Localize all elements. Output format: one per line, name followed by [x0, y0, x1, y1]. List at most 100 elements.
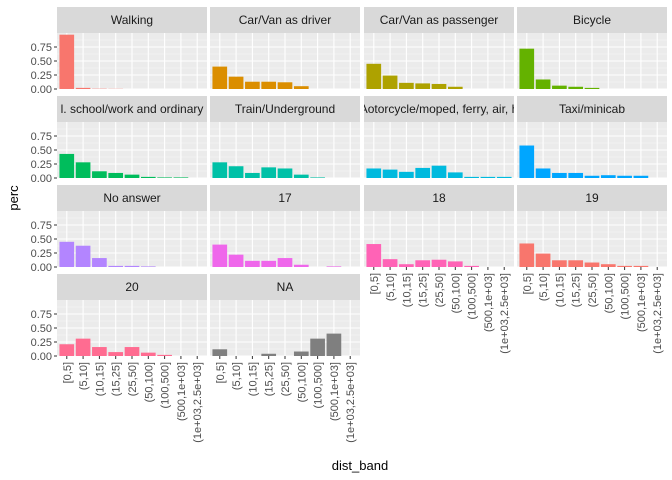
bar	[464, 176, 479, 178]
bar	[382, 259, 398, 267]
bar	[310, 338, 325, 356]
x-tick-label: (100,500]	[467, 273, 479, 319]
y-tick-label: 0.00	[31, 351, 52, 363]
facet-panel: Aotorcycle/moped, ferry, air, h	[364, 96, 514, 179]
bar	[92, 347, 107, 356]
bar	[212, 162, 228, 178]
facet-panel: 19 [0,5] (5,10] (10,15] (15,25] (25,50] (50,10…	[517, 185, 667, 354]
x-tick-label: (10,15]	[401, 273, 413, 307]
facet-strip	[210, 96, 360, 122]
bar	[519, 48, 535, 89]
facet-strip-label: 18	[432, 191, 446, 205]
y-tick-label: 0.50	[31, 323, 52, 335]
bar	[366, 168, 382, 178]
bar	[293, 174, 309, 178]
facet-panels: Walking 0.00 0.25 0.50 0.75 Car/Van as driver…	[31, 7, 667, 443]
y-tick-label: 0.25	[31, 70, 52, 82]
x-tick-label: (100,500]	[313, 362, 325, 408]
bar	[535, 253, 551, 267]
facet-panel: NA [0,5] (5,10] (10,15] (15,25] (25,50] (50,10…	[210, 274, 360, 443]
facet-strip	[517, 185, 667, 211]
facet-panel: Taxi/minicab	[517, 96, 667, 179]
bar	[415, 83, 431, 89]
bar	[124, 265, 140, 267]
bar	[212, 66, 228, 89]
y-tick-label: 0.50	[31, 234, 52, 246]
facet-panel: 18 [0,5] (5,10] (10,15] (15,25] (25,50] (50,10…	[364, 185, 514, 354]
x-tick-label: (1e+03,2.5e+03]	[192, 362, 204, 443]
y-tick-label: 0.50	[31, 145, 52, 157]
x-tick-label: (50,100]	[603, 273, 615, 313]
facet-panel: Bicycle	[517, 7, 667, 90]
bar	[75, 245, 91, 267]
x-tick-label: (10,15]	[554, 273, 566, 307]
bar	[261, 167, 277, 178]
bar	[92, 171, 107, 178]
bar	[245, 260, 260, 267]
bar	[228, 166, 244, 178]
bar	[447, 172, 463, 178]
facet-panel: Train/Underground	[210, 96, 360, 179]
facet-strip	[57, 274, 207, 300]
bar	[173, 177, 189, 178]
facet-strip-label: NA	[277, 280, 294, 294]
y-tick-label: 0.75	[31, 220, 52, 232]
x-tick-label: [0,5]	[62, 362, 74, 383]
bar	[157, 177, 172, 178]
bar	[600, 264, 616, 267]
bar	[108, 352, 124, 356]
y-tick-label: 0.75	[31, 42, 52, 54]
facet-strip	[210, 274, 360, 300]
facet-strip	[210, 185, 360, 211]
bar	[124, 347, 140, 356]
bar	[326, 333, 342, 356]
x-tick-label: (50,100]	[450, 273, 462, 313]
x-tick-label: (5,10]	[538, 273, 550, 301]
y-tick-label: 0.50	[31, 56, 52, 68]
bar	[140, 352, 156, 356]
x-axis-title: dist_band	[332, 458, 388, 473]
x-tick-label: (500,1e+03]	[483, 273, 495, 332]
bar	[519, 145, 535, 178]
x-tick-label: (25,50]	[127, 362, 139, 396]
x-tick-label: [0,5]	[215, 362, 227, 383]
bar	[59, 153, 75, 178]
bar	[124, 174, 140, 178]
bar	[382, 169, 398, 178]
bar	[552, 85, 567, 89]
bar	[633, 175, 649, 178]
bar	[519, 243, 535, 267]
facet-strip-label: Bicycle	[573, 13, 611, 27]
bar	[59, 344, 75, 356]
x-tick-label: (15,25]	[571, 273, 583, 307]
facet-strip	[517, 7, 667, 33]
facet-panel: l. school/work and ordinary 0.00 0.25 0.50 0…	[31, 96, 207, 185]
bar	[415, 167, 431, 178]
x-tick-label: (500,1e+03]	[636, 273, 648, 332]
x-tick-label: (1e+03,2.5e+03]	[345, 362, 357, 443]
x-tick-label: (50,100]	[296, 362, 308, 402]
bar	[261, 353, 277, 356]
facet-panel: Car/Van as passenger	[364, 7, 514, 90]
bar	[431, 165, 447, 178]
bar	[157, 354, 172, 356]
facet-strip	[57, 7, 207, 33]
bar	[228, 76, 244, 89]
bar	[552, 260, 567, 267]
facet-strip-label: Car/Van as driver	[239, 13, 331, 27]
bar	[464, 265, 479, 267]
x-tick-label: (1e+03,2.5e+03]	[652, 273, 664, 354]
bar	[584, 175, 600, 178]
facet-strip	[364, 7, 514, 33]
bar	[584, 87, 600, 89]
facet-strip-label: l. school/work and ordinary	[61, 102, 204, 116]
y-tick-label: 0.75	[31, 309, 52, 321]
bar	[92, 258, 107, 267]
bar	[480, 176, 496, 178]
bar	[399, 82, 414, 89]
bar	[75, 338, 91, 356]
facet-strip-label: 20	[125, 280, 139, 294]
x-tick-label: (25,50]	[280, 362, 292, 396]
bar	[447, 86, 463, 89]
